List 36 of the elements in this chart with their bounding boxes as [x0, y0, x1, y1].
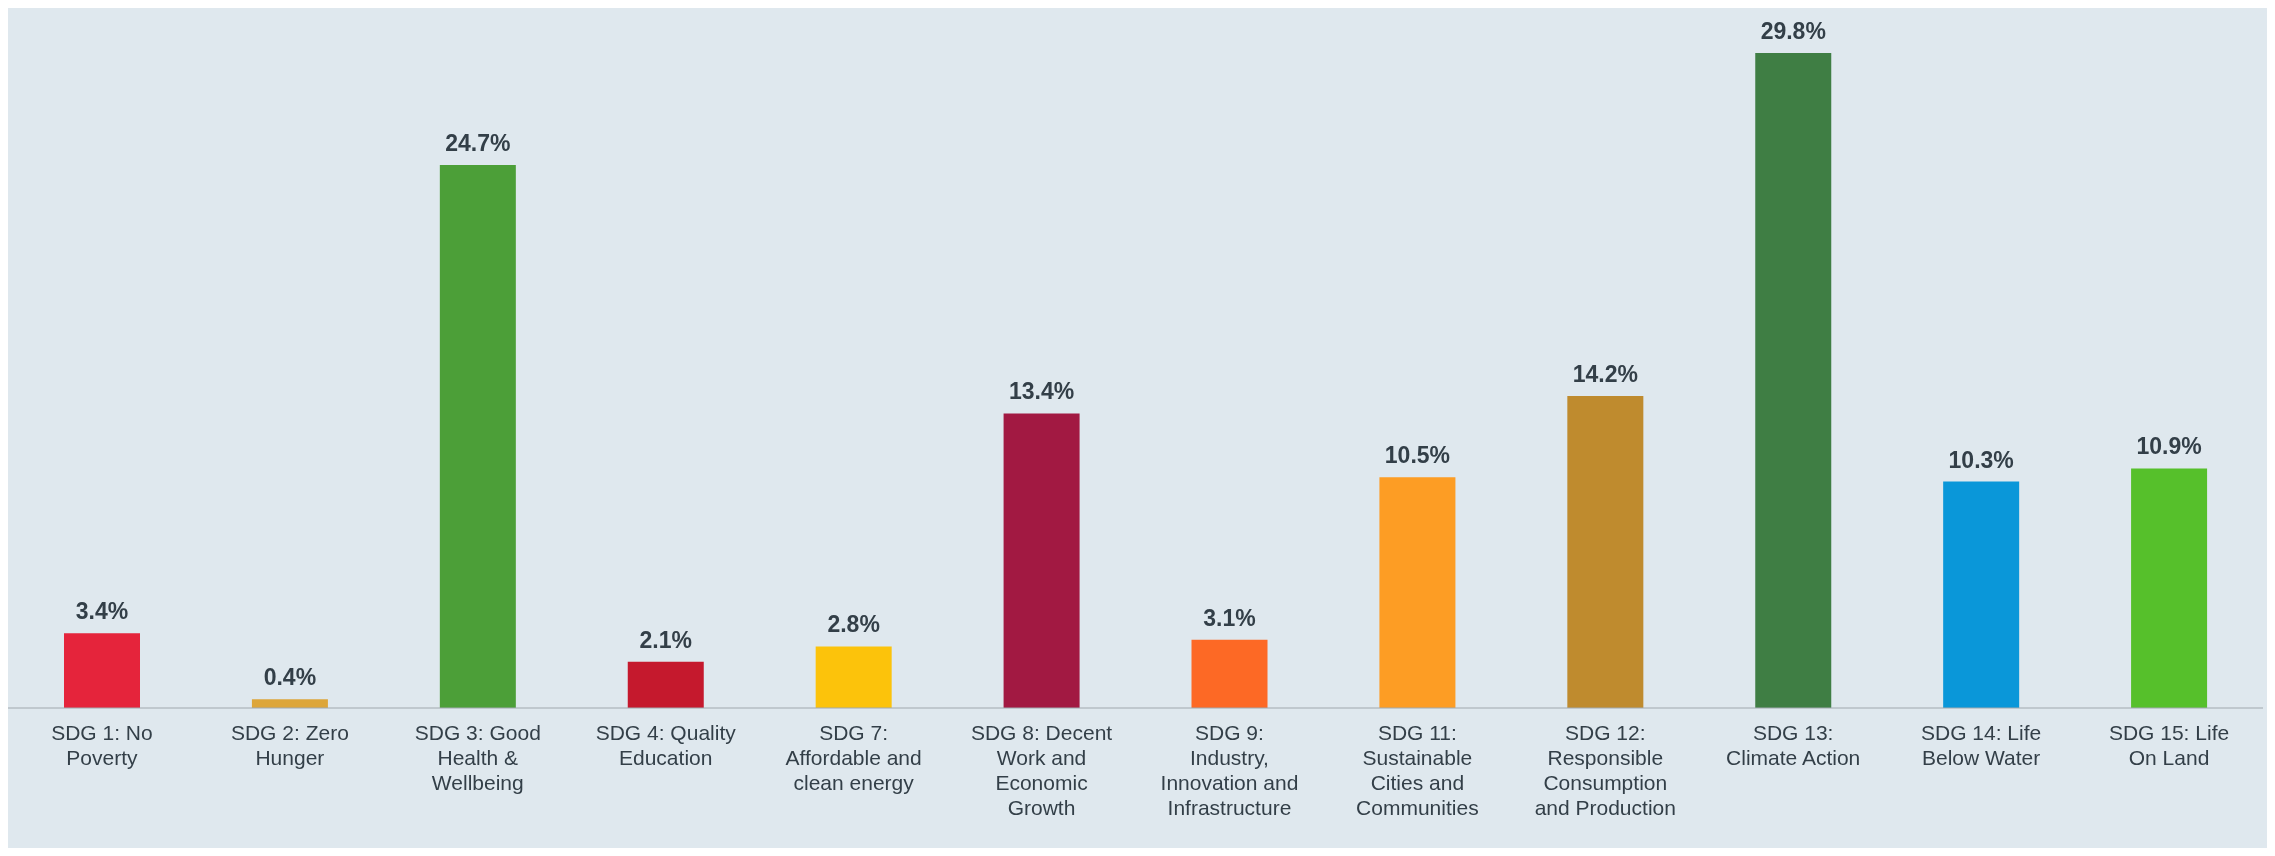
bar: [2131, 468, 2208, 708]
x-tick-label: SDG 13: Climate Action: [1726, 721, 1861, 769]
data-label: 13.4%: [1008, 378, 1075, 405]
data-label: 2.8%: [827, 611, 880, 638]
x-tick-label: SDG 2: Zero Hunger: [230, 721, 349, 769]
data-label: 24.7%: [445, 130, 511, 157]
data-label: 10.5%: [1384, 442, 1451, 469]
bar: [1003, 413, 1080, 708]
data-label: 10.9%: [2136, 433, 2202, 460]
data-label: 0.4%: [263, 664, 317, 691]
bar: [251, 699, 328, 708]
bar: [815, 646, 892, 708]
bar: [439, 165, 516, 708]
x-tick-label: SDG 3: Good Health & Wellbeing: [414, 721, 541, 794]
bar: [1755, 53, 1832, 708]
data-label: 29.8%: [1760, 18, 1826, 44]
x-tick-label: SDG 7: Affordable and clean energy: [785, 721, 922, 794]
data-label: 10.3%: [1948, 446, 2014, 473]
bar: [1191, 639, 1268, 708]
bar: [1379, 477, 1456, 708]
x-tick-label: SDG 8: Decent Work and Economic Growth: [970, 721, 1113, 819]
x-tick-label: SDG 12: Responsible Consumption and Production: [1534, 721, 1676, 819]
x-tick-label: SDG 11: Sustainable Cities and Communities: [1356, 721, 1479, 819]
data-label: 3.4%: [75, 598, 129, 625]
bar: [64, 633, 140, 708]
x-tick-label: SDG 14: Life Below Water: [1921, 721, 2042, 769]
bar: [1943, 481, 2020, 708]
x-tick-label: SDG 1: No Poverty: [51, 721, 153, 769]
data-label: 3.1%: [1203, 604, 1256, 631]
bar: [1567, 395, 1644, 708]
data-label: 14.2%: [1572, 360, 1638, 387]
data-label: 2.1%: [639, 626, 692, 653]
x-tick-label: SDG 15: Life On Land: [2108, 721, 2230, 769]
bar: [627, 661, 704, 708]
x-tick-label: SDG 9: Industry, Innovation and Infrastructure: [1160, 721, 1299, 819]
x-tick-label: SDG 4: Quality Education: [595, 721, 737, 769]
